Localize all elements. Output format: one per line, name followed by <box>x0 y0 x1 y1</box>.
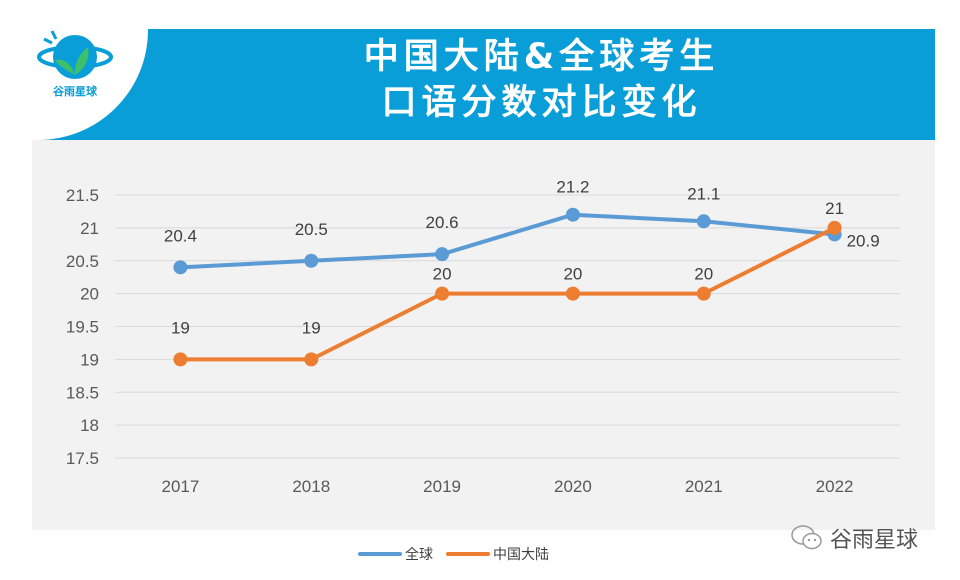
y-tick-label: 20 <box>80 285 99 304</box>
legend-item-global: 全球 <box>358 544 433 564</box>
legend-label-global: 全球 <box>405 547 433 563</box>
legend-swatch-global <box>358 552 402 556</box>
data-label-0: 20.9 <box>847 231 880 250</box>
x-tick-label: 2022 <box>816 477 854 496</box>
y-tick-label: 18.5 <box>66 383 99 402</box>
logo-text: 谷雨星球 <box>53 84 98 98</box>
x-tick-label: 2017 <box>162 477 200 496</box>
series-line-1 <box>180 226 836 362</box>
x-tick-label: 2021 <box>685 477 723 496</box>
series-line-0 <box>180 212 835 270</box>
data-label-0: 20.5 <box>295 220 328 239</box>
legend-item-mainland: 中国大陆 <box>446 544 549 564</box>
data-label-0: 20.6 <box>426 213 459 232</box>
data-label-1: 20 <box>433 265 452 284</box>
legend-swatch-mainland <box>446 552 490 556</box>
logo-icon: 谷雨星球 <box>37 30 113 98</box>
data-label-1: 20 <box>694 265 713 284</box>
y-tick-label: 19.5 <box>66 318 99 337</box>
data-point-1 <box>304 352 319 367</box>
data-point-0 <box>696 214 711 229</box>
header-banner <box>32 29 935 140</box>
data-point-0 <box>435 247 450 262</box>
x-tick-label: 2019 <box>423 477 461 496</box>
y-tick-label: 21 <box>80 219 99 238</box>
data-label-0: 21.2 <box>556 178 589 197</box>
legend-label-mainland: 中国大陆 <box>493 547 549 563</box>
y-tick-label: 19 <box>80 350 99 369</box>
wechat-icon <box>791 525 822 550</box>
data-label-0: 20.4 <box>164 226 197 245</box>
data-point-1 <box>827 220 842 235</box>
y-tick-label: 18 <box>80 416 99 435</box>
data-point-0 <box>173 260 188 275</box>
y-tick-label: 17.5 <box>66 449 99 468</box>
watermark: 谷雨星球 <box>790 522 918 554</box>
data-point-0 <box>304 253 319 268</box>
data-label-1: 20 <box>563 265 582 284</box>
x-tick-label: 2020 <box>554 477 592 496</box>
data-point-1 <box>565 286 580 301</box>
data-label-1: 21 <box>825 199 844 218</box>
y-tick-label: 20.5 <box>66 252 99 271</box>
data-label-1: 19 <box>171 318 190 337</box>
y-tick-label: 21.5 <box>66 186 99 205</box>
data-point-1 <box>435 286 450 301</box>
data-label-1: 19 <box>302 318 321 337</box>
data-point-1 <box>173 352 188 367</box>
x-tick-label: 2018 <box>292 477 330 496</box>
data-point-1 <box>696 286 711 301</box>
watermark-text: 谷雨星球 <box>830 528 919 553</box>
page-title: 中国大陆&全球考生 口语分数对比变化 <box>148 34 935 126</box>
title-line-1: 中国大陆&全球考生 <box>363 37 720 77</box>
data-point-0 <box>565 207 580 222</box>
title-line-2: 口语分数对比变化 <box>381 83 702 123</box>
data-label-0: 21.1 <box>687 184 720 203</box>
chart-panel: 17.5 18 18.5 19 19.5 20 20.5 21 21.5 2017 2018 2019… <box>32 140 935 530</box>
